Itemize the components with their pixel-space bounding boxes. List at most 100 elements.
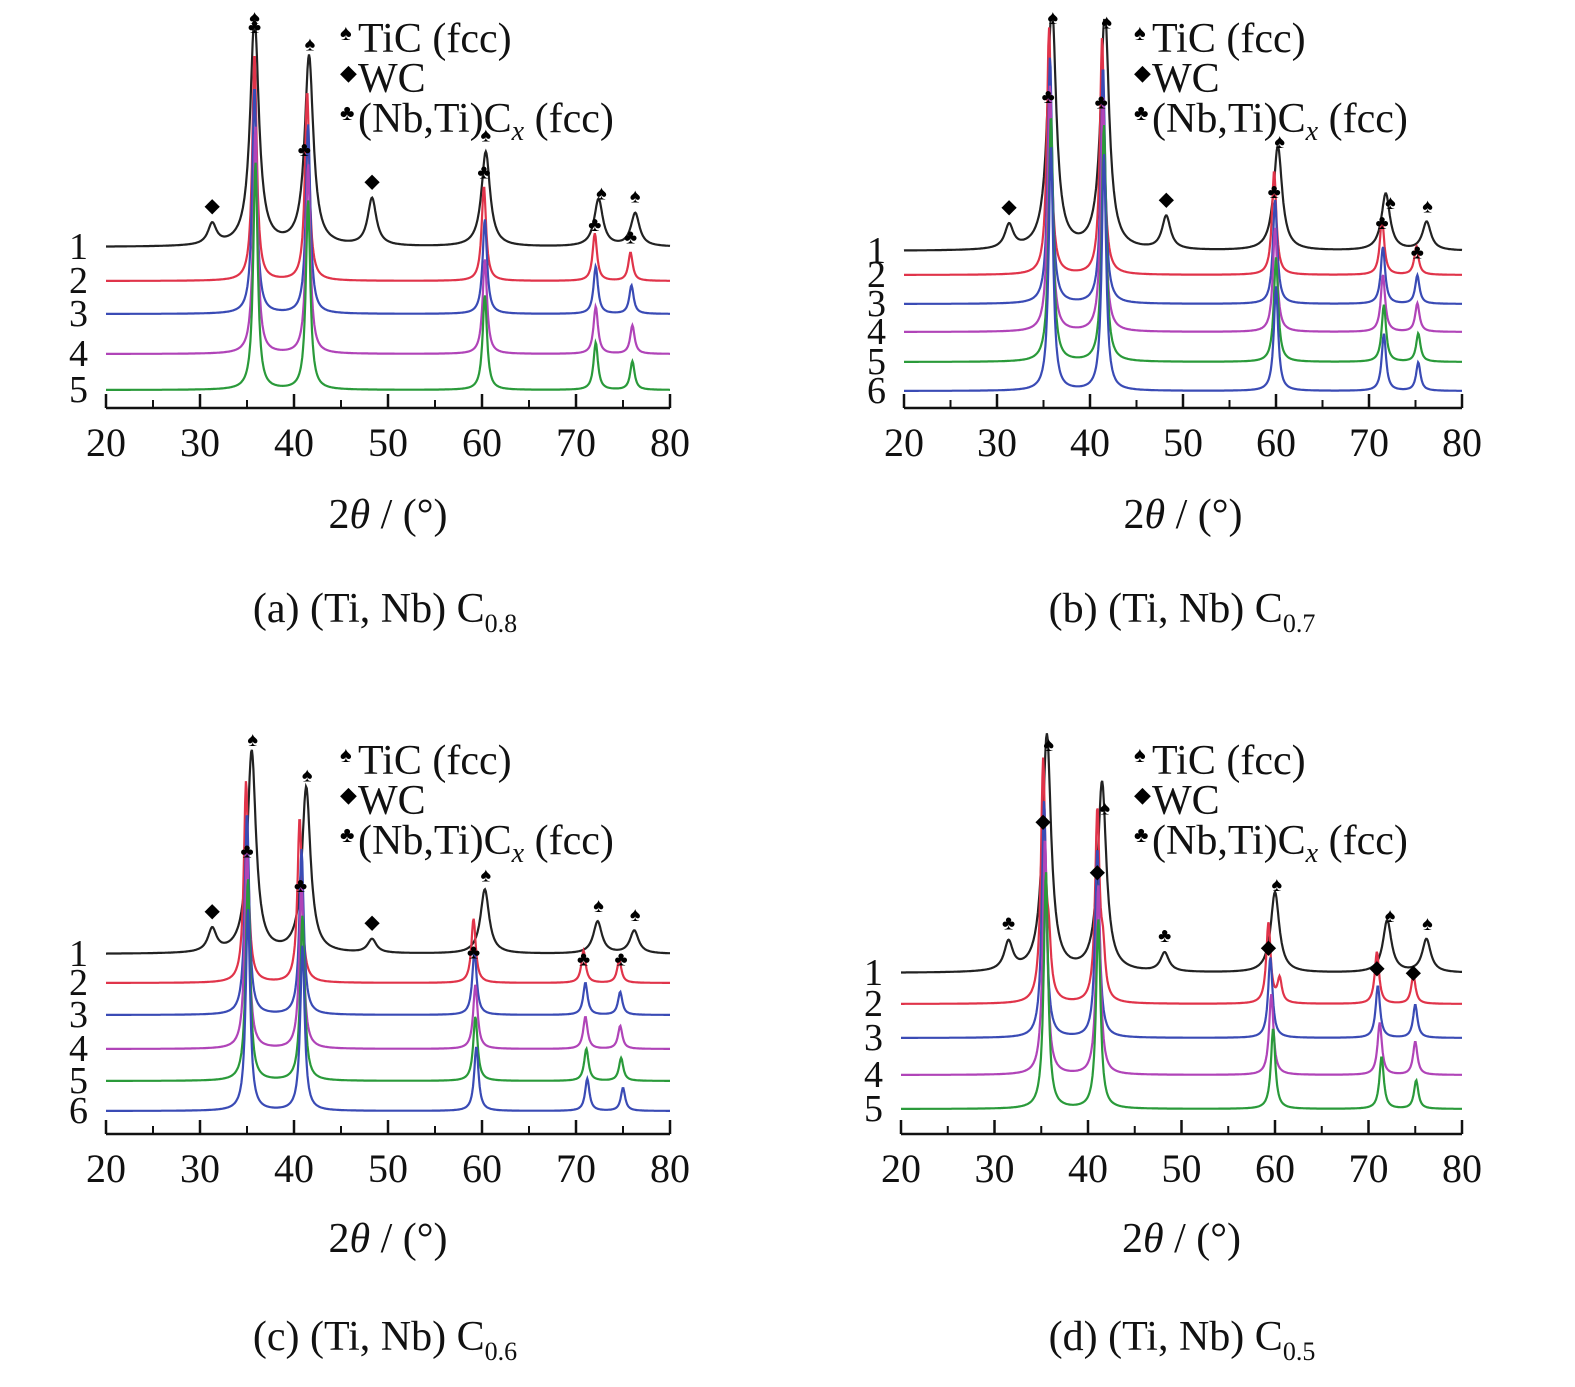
series-label: 3	[69, 293, 88, 335]
legend-label: WC	[1152, 778, 1220, 824]
legend-label: (Nb,Ti)Cx (fcc)	[1152, 818, 1408, 869]
peak-marker-wc: ◆	[1159, 188, 1175, 210]
peak-marker-nbtic: ♣	[1042, 86, 1055, 108]
series-3-line	[106, 814, 670, 1016]
legend-label: (Nb,Ti)Cx (fcc)	[1152, 96, 1408, 147]
series-4-line	[901, 840, 1462, 1076]
peak-marker-tic: ♠	[1047, 7, 1058, 29]
peak-marker-nbtic: ♣	[624, 226, 637, 248]
peak-marker-nbtic: ♣	[298, 139, 311, 161]
x-tick-label: 20	[86, 1146, 126, 1191]
legend-label: WC	[358, 56, 426, 102]
legend-symbol: ♠	[1134, 742, 1146, 767]
peak-marker-nbtic: ♣	[1095, 92, 1108, 114]
peak-marker-wc: ◆	[1001, 196, 1017, 218]
series-1-line	[106, 749, 670, 955]
series-label: 2	[69, 260, 88, 302]
legend-symbol: ♣	[1134, 100, 1148, 125]
panel-caption: (d) (Ti, Nb) C0.5	[1049, 1314, 1316, 1366]
peak-marker-tic: ♠	[596, 182, 607, 204]
peak-marker-tic: ♠	[247, 729, 258, 751]
x-tick-label: 50	[368, 1146, 408, 1191]
peak-marker-tic: ♠	[1422, 195, 1433, 217]
series-label: 4	[867, 311, 886, 353]
peak-marker-nbtic: ♣	[240, 840, 253, 862]
x-tick-label: 20	[86, 420, 126, 465]
x-tick-label: 60	[1255, 1146, 1295, 1191]
peak-marker-tic: ♠	[1385, 905, 1396, 927]
series-label: 6	[867, 370, 886, 412]
peak-marker-wc: ◆	[1261, 937, 1277, 959]
series-label: 4	[69, 1028, 88, 1070]
series-label: 2	[69, 962, 88, 1004]
legend-symbol: ♣	[1134, 822, 1148, 847]
x-tick-label: 40	[274, 1146, 314, 1191]
peak-marker-tic: ♠	[593, 895, 604, 917]
peak-marker-tic: ♠	[630, 186, 641, 208]
peak-marker-tic: ♠	[1101, 12, 1112, 34]
peak-marker-wc: ◆	[1406, 961, 1422, 983]
series-4-line	[106, 126, 670, 355]
x-tick-label: 30	[975, 1146, 1015, 1191]
peak-marker-nbtic: ♣	[248, 16, 261, 38]
legend-symbol: ♠	[340, 20, 352, 45]
peak-marker-wc: ◆	[205, 195, 221, 217]
series-2-line	[901, 757, 1462, 1005]
peak-marker-nbtic: ♣	[467, 941, 480, 963]
x-tick-label: 70	[556, 420, 596, 465]
series-3-line	[904, 57, 1462, 305]
x-axis-label: 2θ / (°)	[1123, 492, 1242, 538]
peak-marker-tic: ♠	[1274, 131, 1285, 153]
series-1-line	[903, 18, 1463, 252]
legend-symbol: ♣	[340, 100, 354, 125]
x-tick-label: 40	[1070, 420, 1110, 465]
peak-marker-nbtic: ♣	[294, 875, 307, 897]
series-label: 5	[864, 1088, 883, 1130]
peak-marker-tic: ♠	[1043, 734, 1054, 756]
panel-caption: (b) (Ti, Nb) C0.7	[1049, 586, 1316, 638]
x-axis-label: 2θ / (°)	[328, 492, 447, 538]
x-tick-label: 70	[1349, 420, 1389, 465]
x-tick-label: 50	[368, 420, 408, 465]
series-label: 5	[867, 341, 886, 383]
legend-label: TiC (fcc)	[358, 16, 512, 62]
series-1-line	[106, 18, 671, 248]
legend-symbol: ◆	[1134, 782, 1151, 807]
legend-symbol: ♣	[340, 822, 354, 847]
legend-symbol: ◆	[1134, 60, 1151, 85]
legend-symbol: ◆	[340, 782, 357, 807]
series-2-line	[904, 27, 1462, 276]
series-5-line	[901, 872, 1462, 1110]
series-6-line	[904, 147, 1462, 392]
x-tick-label: 50	[1163, 420, 1203, 465]
peak-marker-nbtic: ♣	[615, 948, 628, 970]
peak-marker-nbtic: ♣	[1411, 242, 1424, 264]
x-axis-label: 2θ / (°)	[1122, 1216, 1241, 1262]
x-tick-label: 60	[462, 1146, 502, 1191]
series-label: 1	[69, 933, 88, 975]
series-label: 6	[69, 1090, 88, 1132]
peak-marker-wc: ◆	[205, 900, 221, 922]
legend-symbol: ♠	[1134, 20, 1146, 45]
peak-marker-tic: ♠	[1272, 874, 1283, 896]
x-tick-label: 30	[977, 420, 1017, 465]
peak-marker-nbtic: ♣	[577, 949, 590, 971]
series-label: 2	[867, 254, 886, 296]
peak-marker-wc: ◆	[1035, 811, 1051, 833]
legend-label: TiC (fcc)	[1152, 738, 1306, 784]
series-5-line	[106, 162, 670, 391]
peak-marker-nbtic: ♣	[1375, 212, 1388, 234]
x-tick-label: 60	[462, 420, 502, 465]
series-label: 3	[69, 994, 88, 1036]
panel-caption: (c) (Ti, Nb) C0.6	[253, 1314, 517, 1366]
series-label: 2	[864, 983, 883, 1025]
series-4-line	[904, 85, 1462, 333]
series-2-line	[106, 781, 670, 984]
series-2-line	[106, 56, 670, 282]
series-label: 1	[69, 226, 88, 268]
x-tick-label: 70	[556, 1146, 596, 1191]
